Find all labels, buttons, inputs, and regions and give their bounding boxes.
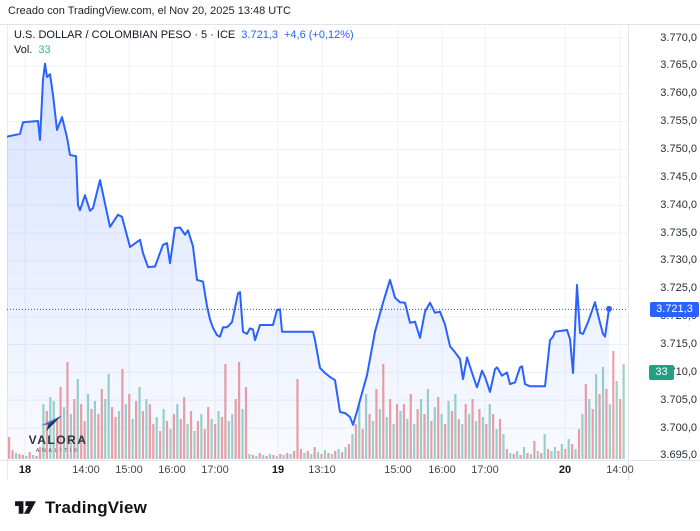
price-axis-label: 3.735,0 — [660, 226, 697, 239]
legend-symbol-row: U.S. DOLLAR / COLOMBIAN PESO · 5 · ICE 3.… — [14, 28, 354, 43]
area-fill — [7, 63, 609, 459]
chart-plot-area[interactable]: VALORA ANALITIK — [7, 24, 628, 460]
tradingview-brand-text: TradingView — [45, 497, 148, 517]
time-axis-label: 14:00 — [606, 464, 634, 476]
time-axis-day-label: 18 — [18, 464, 32, 476]
tradingview-footer[interactable]: TradingView — [13, 497, 147, 518]
time-axis-label: 13:10 — [308, 464, 336, 476]
volume-bar — [615, 381, 618, 459]
time-axis-label: 14:00 — [72, 464, 100, 476]
panel-top-border — [0, 24, 700, 25]
tradingview-logo-icon — [15, 501, 36, 514]
price-change-text: +4,6 (+0,12%) — [283, 29, 354, 41]
time-axis-day-label: 20 — [558, 464, 572, 476]
time-axis-separator — [0, 460, 700, 461]
price-axis-separator — [628, 24, 629, 480]
price-axis[interactable]: 3.695,03.700,03.705,03.710,03.715,03.720… — [629, 24, 700, 462]
price-axis-label: 3.745,0 — [660, 170, 697, 183]
price-axis-label: 3.715,0 — [660, 338, 697, 351]
time-axis[interactable]: 18 14:00 15:00 16:00 17:00 19 13:10 15:00 16:00 1… — [7, 461, 634, 480]
volume-bar — [622, 364, 625, 459]
volume-value: 33 — [38, 44, 51, 56]
chart-legend: U.S. DOLLAR / COLOMBIAN PESO · 5 · ICE 3.… — [14, 28, 354, 58]
legend-volume-row: Vol. 33 — [14, 43, 354, 58]
price-chart-svg[interactable] — [7, 24, 628, 460]
price-axis-label: 3.730,0 — [660, 254, 697, 267]
last-price-tag: 3.721,3 — [650, 301, 699, 317]
volume-bar — [612, 351, 615, 459]
price-axis-label: 3.765,0 — [660, 59, 697, 72]
volume-bar — [608, 404, 611, 459]
time-axis-label: 15:00 — [115, 464, 143, 476]
volume-label: Vol. — [14, 44, 33, 56]
price-axis-label: 3.740,0 — [660, 198, 697, 211]
price-axis-label: 3.695,0 — [660, 449, 697, 462]
volume-tag: 33 — [649, 364, 674, 380]
price-axis-label: 3.725,0 — [660, 282, 697, 295]
symbol-title: U.S. DOLLAR / COLOMBIAN PESO · 5 · ICE — [14, 29, 236, 41]
time-axis-label: 17:00 — [201, 464, 229, 476]
volume-bar — [619, 399, 622, 459]
time-axis-label: 16:00 — [428, 464, 456, 476]
time-axis-label: 17:00 — [471, 464, 499, 476]
price-line — [7, 62, 610, 426]
attribution-text: Creado con TradingView.com, el Nov 20, 2… — [8, 5, 291, 17]
time-axis-day-label: 19 — [271, 464, 285, 476]
price-axis-label: 3.700,0 — [660, 421, 697, 434]
last-price-text: 3.721,3 — [241, 29, 278, 41]
price-axis-label: 3.705,0 — [660, 393, 697, 406]
price-axis-label: 3.760,0 — [660, 87, 697, 100]
price-axis-label: 3.770,0 — [660, 31, 697, 44]
price-axis-label: 3.755,0 — [660, 115, 697, 128]
time-axis-label: 16:00 — [158, 464, 186, 476]
last-price-dot — [606, 305, 612, 312]
price-axis-label: 3.750,0 — [660, 142, 697, 155]
time-axis-label: 15:00 — [384, 464, 412, 476]
